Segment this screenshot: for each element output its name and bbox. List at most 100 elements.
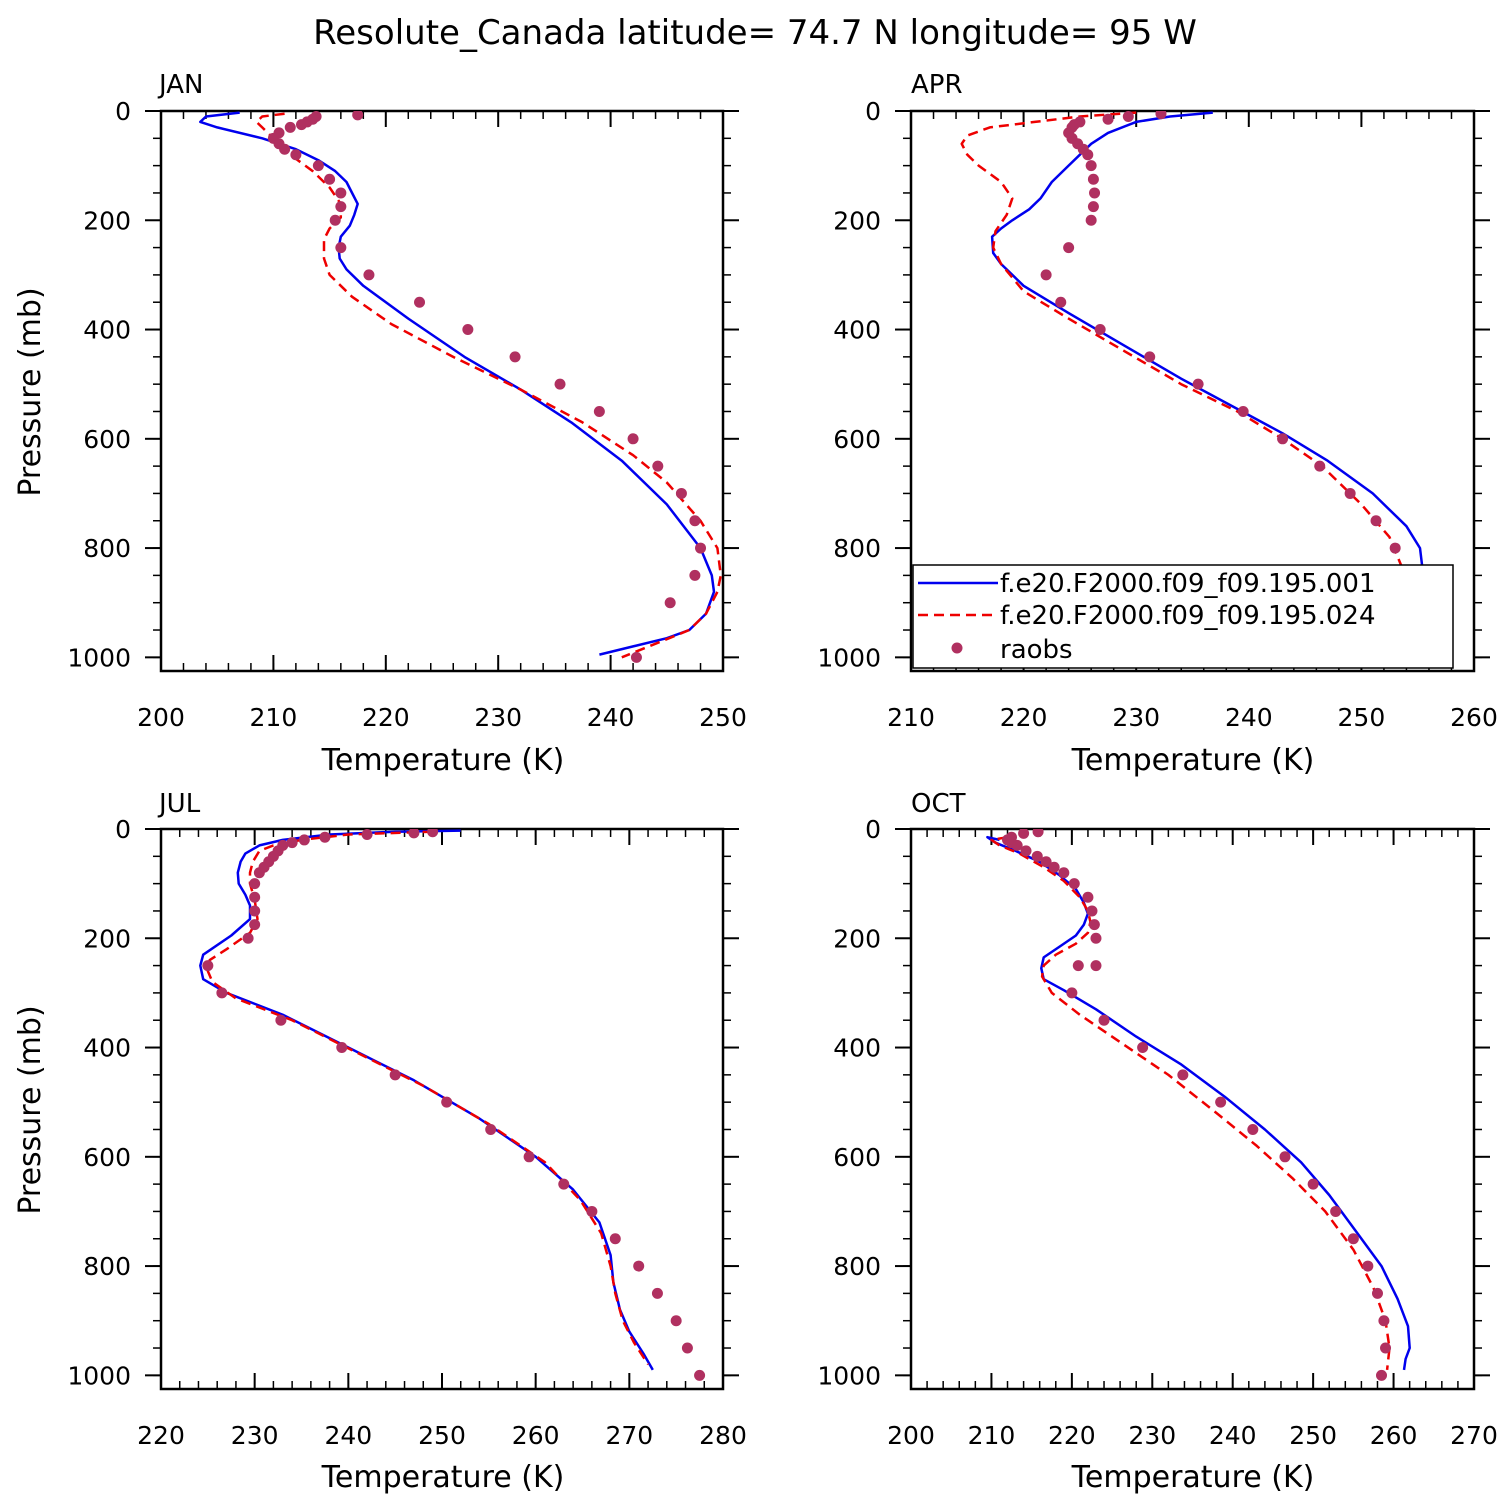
raobs-point bbox=[1370, 515, 1382, 527]
y-tick-label: 800 bbox=[83, 534, 131, 563]
series-line-model-001-oct bbox=[986, 835, 1411, 1371]
raobs-point bbox=[335, 201, 347, 213]
raobs-point bbox=[427, 829, 439, 838]
x-tick-label: 260 bbox=[512, 1421, 560, 1450]
raobs-point bbox=[1068, 878, 1080, 890]
x-tick-label: 210 bbox=[887, 703, 935, 732]
raobs-point bbox=[1376, 1369, 1388, 1381]
raobs-point bbox=[1011, 839, 1023, 851]
raobs-point bbox=[630, 651, 642, 663]
legend: f.e20.F2000.f09_f09.195.001 f.e20.F2000.… bbox=[912, 564, 1454, 669]
raobs-point bbox=[1122, 111, 1134, 122]
raobs-point bbox=[485, 1123, 497, 1135]
raobs-point bbox=[1177, 1069, 1189, 1081]
raobs-point bbox=[1085, 160, 1097, 172]
x-tick-label: 230 bbox=[1112, 703, 1160, 732]
series-line-model-001-jul bbox=[199, 829, 654, 1371]
y-tick-label: 400 bbox=[83, 1034, 131, 1063]
raobs-point bbox=[1087, 201, 1099, 213]
raobs-point bbox=[329, 214, 341, 226]
series-line-model-024-jul bbox=[206, 830, 650, 1366]
y-tick-label: 1000 bbox=[67, 643, 131, 672]
x-tick-label: 220 bbox=[1048, 1421, 1096, 1450]
raobs-point bbox=[1137, 1042, 1149, 1054]
raobs-point bbox=[298, 834, 310, 846]
y-tick-label: 600 bbox=[833, 425, 881, 454]
x-tick-label: 230 bbox=[474, 703, 522, 732]
raobs-point bbox=[462, 324, 474, 336]
raobs-point bbox=[1032, 829, 1044, 838]
raobs-point bbox=[689, 569, 701, 581]
panel-oct: OCT Temperature (K) 200 210 220 230 240 250 26… bbox=[817, 789, 1497, 1495]
raobs-point bbox=[1371, 1287, 1383, 1299]
raobs-point bbox=[694, 1369, 706, 1381]
raobs-point bbox=[523, 1151, 535, 1163]
y-tick-label: 1000 bbox=[67, 1361, 131, 1390]
panel-label-jan: JAN bbox=[157, 70, 203, 100]
legend-label-model-024: f.e20.F2000.f09_f09.195.024 bbox=[1000, 601, 1376, 631]
raobs-point bbox=[1090, 932, 1102, 944]
raobs-point bbox=[558, 1178, 570, 1190]
raobs-point bbox=[664, 597, 676, 609]
panel-label-jul: JUL bbox=[157, 789, 201, 819]
raobs-point bbox=[1082, 891, 1094, 903]
x-axis-label-apr: Temperature (K) bbox=[1071, 743, 1315, 778]
x-tick-label: 250 bbox=[1338, 703, 1386, 732]
y-tick-label: 800 bbox=[833, 1252, 881, 1281]
x-tick-label: 240 bbox=[1225, 703, 1273, 732]
plot-frame-oct bbox=[909, 827, 1476, 1391]
x-tick-label: 280 bbox=[699, 1421, 747, 1450]
x-tick-label: 220 bbox=[362, 703, 410, 732]
raobs-point bbox=[675, 487, 687, 499]
x-tick-label: 200 bbox=[887, 1421, 935, 1450]
raobs-point bbox=[651, 1287, 663, 1299]
raobs-point bbox=[1347, 1233, 1359, 1245]
plot-frame-apr bbox=[909, 109, 1476, 673]
raobs-point bbox=[1063, 242, 1075, 254]
raobs-point bbox=[627, 433, 639, 445]
legend-box bbox=[912, 564, 1454, 669]
raobs-point bbox=[296, 119, 307, 131]
y-axis-label-jul: Pressure (mb) bbox=[13, 1005, 48, 1214]
raobs-point bbox=[1279, 1151, 1291, 1163]
raobs-point bbox=[670, 1315, 682, 1327]
x-tick-label: 270 bbox=[605, 1421, 653, 1450]
raobs-point bbox=[249, 891, 261, 903]
y-tick-label: 600 bbox=[83, 1143, 131, 1172]
raobs-point bbox=[1247, 1123, 1259, 1135]
raobs-point bbox=[336, 1042, 348, 1054]
x-tick-label: 260 bbox=[1450, 703, 1498, 732]
y-tick-label: 1000 bbox=[817, 1361, 881, 1390]
series-line-model-001-jan bbox=[199, 111, 716, 656]
y-tick-label: 0 bbox=[115, 815, 131, 844]
x-tick-label: 240 bbox=[1209, 1421, 1257, 1450]
raobs-point bbox=[1362, 1260, 1374, 1272]
raobs-point bbox=[1031, 850, 1043, 862]
x-tick-label: 260 bbox=[1370, 1421, 1418, 1450]
x-axis-label-oct: Temperature (K) bbox=[1071, 1460, 1315, 1495]
plot-frame-jan bbox=[159, 109, 725, 673]
raobs-point bbox=[352, 111, 364, 121]
raobs-point bbox=[1314, 460, 1326, 472]
raobs-point bbox=[652, 460, 664, 472]
raobs-point bbox=[593, 405, 605, 417]
raobs-point bbox=[1058, 867, 1070, 879]
raobs-point bbox=[1066, 987, 1078, 999]
raobs-point bbox=[609, 1233, 621, 1245]
figure-title: Resolute_Canada latitude= 74.7 N longitu… bbox=[313, 13, 1197, 53]
legend-swatch-raobs bbox=[951, 642, 963, 654]
raobs-point bbox=[290, 149, 302, 161]
raobs-point bbox=[284, 121, 296, 133]
raobs-point bbox=[361, 829, 373, 840]
raobs-point bbox=[1155, 111, 1167, 120]
raobs-point bbox=[441, 1096, 453, 1108]
raobs-point bbox=[1082, 149, 1094, 161]
raobs-point bbox=[249, 878, 261, 890]
raobs-point bbox=[1144, 351, 1156, 363]
series-group-oct bbox=[986, 829, 1411, 1381]
legend-label-model-001: f.e20.F2000.f09_f09.195.001 bbox=[1000, 569, 1376, 599]
x-tick-label: 230 bbox=[231, 1421, 279, 1450]
y-tick-label: 600 bbox=[83, 425, 131, 454]
raobs-point bbox=[324, 173, 336, 185]
x-tick-label: 220 bbox=[1000, 703, 1048, 732]
